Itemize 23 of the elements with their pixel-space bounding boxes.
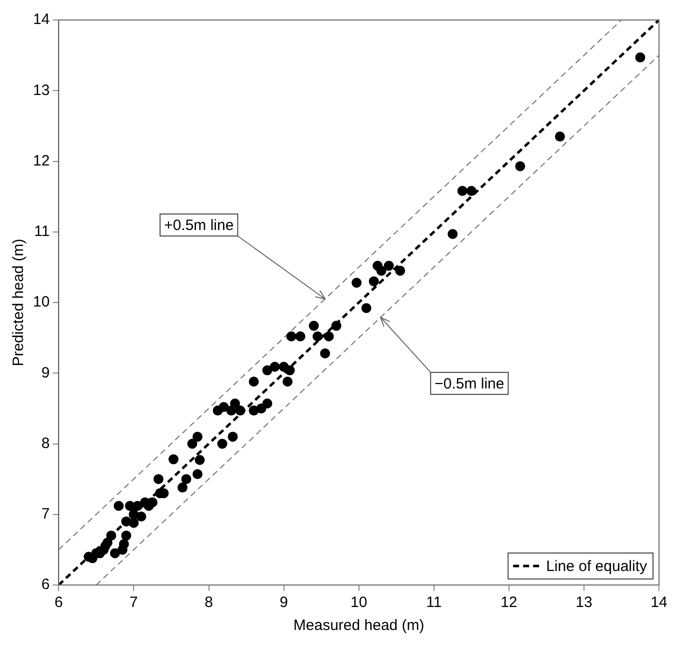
y-tick-label: 12	[32, 152, 50, 170]
x-axis-title: Measured head (m)	[293, 617, 424, 634]
x-tick-label: 9	[280, 594, 288, 612]
annotation: +0.5m line	[164, 217, 234, 234]
x-tick-label: 11	[426, 594, 442, 612]
y-tick-label: 9	[41, 364, 50, 382]
y-tick-label: 14	[32, 11, 50, 28]
x-tick-label: 7	[130, 594, 138, 612]
x-tick-label: 6	[54, 594, 63, 612]
x-tick-label: 8	[204, 594, 213, 612]
y-tick-label: 11	[34, 223, 50, 240]
x-tick-label: 13	[576, 594, 592, 612]
legend-label: Line of equality	[546, 558, 648, 576]
y-tick-label: 10	[32, 294, 50, 311]
y-tick-label: 8	[41, 434, 50, 452]
y-tick-label: 6	[41, 576, 50, 594]
y-tick-label: 7	[41, 506, 50, 523]
x-tick-label: 12	[500, 594, 518, 612]
annotation: −0.5m line	[434, 375, 504, 392]
x-tick-label: 10	[350, 594, 368, 612]
y-axis-title: Predicted head (m)	[10, 238, 28, 366]
y-tick-label: 13	[32, 82, 50, 99]
x-tick-label: 14	[650, 594, 668, 612]
